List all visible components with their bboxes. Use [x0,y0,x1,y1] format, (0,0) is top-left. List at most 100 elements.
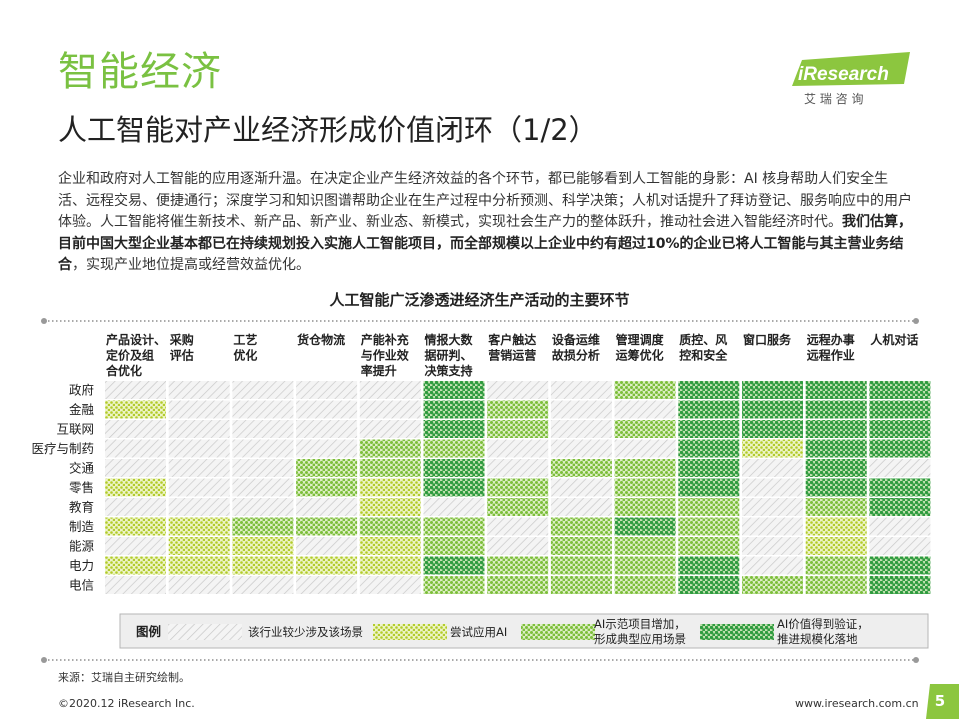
heatmap-cell [359,576,421,594]
page-number: 5 [934,692,946,710]
iresearch-logo: iResearch 艾 瑞 咨 询 [792,52,910,106]
heatmap-cell [550,439,612,458]
intro-paragraph: 企业和政府对人工智能的应用逐渐升温。在决定企业产生经济效益的各个环节，都已能够看… [58,169,914,277]
column-header: 人机对话 [870,332,918,347]
heatmap-cell [742,478,803,497]
heatmap-cell [805,459,867,477]
heatmap-cell [359,381,421,399]
heatmap-cell [105,556,166,575]
heatmap-cell [614,420,676,438]
heatmap-cell [678,537,740,555]
heatmap-cell [869,420,931,438]
heatmap-cell [359,537,421,555]
heatmap-cell [359,517,421,536]
legend-swatch [373,624,447,640]
heatmap-cell [168,381,230,399]
heatmap-cell [742,459,803,477]
heatmap-cell [614,517,676,536]
heatmap-cell [168,420,230,438]
heatmap-cell [232,439,294,458]
heatmap-cell [550,400,612,419]
heatmap-cell [423,400,485,419]
heatmap-cell [487,556,549,575]
heatmap-cell [423,537,485,555]
heatmap-cell [742,400,803,419]
heatmap-cell [678,498,740,516]
heatmap-cell [869,556,931,575]
heatmap-cell [550,556,612,575]
heatmap-cell [168,400,230,419]
heatmap-cell [423,517,485,536]
row-label: 电信 [69,578,94,593]
heatmap-cell [105,420,166,438]
heatmap-cell [423,478,485,497]
heatmap-cell [296,498,358,516]
heatmap-cell [168,556,230,575]
source-note: 来源：艾瑞自主研究绘制。 [58,671,190,684]
heatmap-cell [487,459,549,477]
row-label: 零售 [69,480,94,495]
main-title: 人工智能对产业经济形成价值闭环（1/2） [58,113,598,147]
chart-legend: 图例 该行业较少涉及该场景 尝试应用AI AI示范项目增加，形成典型应用场景 AI价值得… [119,613,929,649]
heatmap-cell [168,517,230,536]
heatmap-cell [232,420,294,438]
heatmap-cell [232,381,294,399]
heatmap-cell [232,556,294,575]
heatmap-cell [742,439,803,458]
heatmap-cell [232,576,294,594]
heatmap-cell [487,439,549,458]
heatmap-cell [550,498,612,516]
heatmap-cell [423,576,485,594]
column-header: 情报大数据研判、决策支持 [425,332,474,378]
bottom-divider [41,657,919,663]
copyright: ©2020.12 iResearch Inc. [58,697,195,710]
intro-text: 企业和政府对人工智能的应用逐渐升温。在决定企业产生经济效益的各个环节，都已能够看… [58,171,912,230]
page-number-badge [926,684,959,719]
heatmap-cell [232,517,294,536]
heatmap-cell [678,381,740,399]
heatmap-cell [869,537,931,555]
legend-label: 该行业较少涉及该场景 [248,625,363,639]
column-header: 设备运维故损分析 [552,332,600,363]
heatmap-cell [168,439,230,458]
heatmap-cell [869,576,931,594]
column-header: 质控、风控和安全 [679,332,728,363]
heatmap-cell [105,537,166,555]
chart-title: 人工智能广泛渗透进经济生产活动的主要环节 [329,291,630,309]
heatmap-cell [168,576,230,594]
heatmap-cell [742,576,803,594]
legend-label: AI价值得到验证，推进规模化落地 [777,617,869,646]
heatmap-cell [614,381,676,399]
heatmap-cell [487,498,549,516]
heatmap-cell [487,537,549,555]
website-link[interactable]: www.iresearch.com.cn [795,697,919,710]
heatmap-cell [678,400,740,419]
row-label: 金融 [69,402,95,417]
heatmap-cell [168,478,230,497]
heatmap-cell [168,498,230,516]
heatmap-cell [232,459,294,477]
heatmap-cell [232,498,294,516]
heatmap-cell [232,400,294,419]
heatmap-cell [423,381,485,399]
heatmap-cell [805,576,867,594]
top-divider [41,318,919,324]
heatmap-cell [487,400,549,419]
heatmap-cell [805,381,867,399]
heatmap-cell [678,439,740,458]
heatmap-cell [423,420,485,438]
heatmap-cell [359,459,421,477]
heatmap-cell [423,556,485,575]
heatmap-cell [869,498,931,516]
heatmap-cell [487,576,549,594]
heatmap-cell [296,439,358,458]
heatmap-cell [487,420,549,438]
heatmap-cell [869,381,931,399]
heatmap-cell [678,556,740,575]
heatmap-cell [869,517,931,536]
heatmap-cell [105,400,166,419]
heatmap-cell [869,478,931,497]
heatmap-cell [678,420,740,438]
column-header: 货仓物流 [297,332,345,347]
legend-swatch [521,624,595,640]
